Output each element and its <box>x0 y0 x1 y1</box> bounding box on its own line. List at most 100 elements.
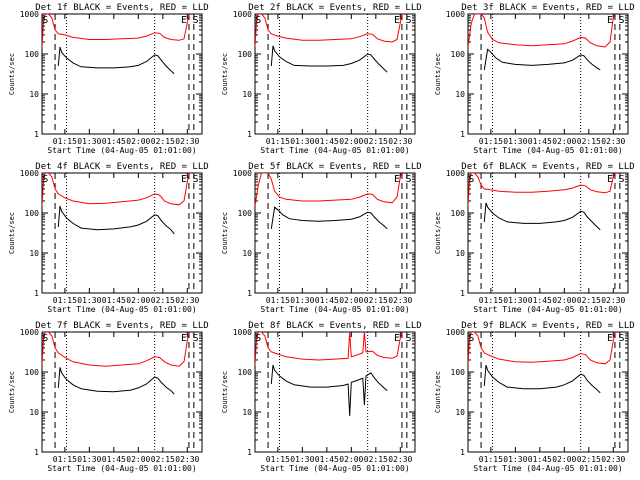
x-axis-label: Start Time (04-Aug-05 01:01:00) <box>473 305 622 314</box>
y-axis-label: Counts/sec <box>221 53 229 95</box>
chart-title: Det 1f BLACK = Events, RED = LLD <box>35 3 208 13</box>
panel: Det 5f BLACK = Events, RED = LLD 1 10 100 10… <box>221 162 422 314</box>
y-tick-label: 100 <box>451 209 466 218</box>
x-tick-label: 01:30 <box>77 455 101 464</box>
x-tick-label: 01:30 <box>290 296 314 305</box>
y-tick-label: 100 <box>451 368 466 377</box>
marker-label: S <box>42 15 48 26</box>
y-axis-label: Counts/sec <box>434 53 442 95</box>
y-tick-label: 1000 <box>20 169 39 178</box>
chart-title: Det 9f BLACK = Events, RED = LLD <box>461 321 634 331</box>
y-tick-label: 10 <box>242 249 252 258</box>
lld-series-line <box>42 14 190 48</box>
y-axis-label: Counts/sec <box>434 371 442 413</box>
x-tick-label: 02:00 <box>339 455 363 464</box>
x-tick-label: 02:30 <box>175 455 199 464</box>
marker-label: S <box>618 15 624 26</box>
marker-label: S <box>618 333 624 344</box>
chart-title: Det 7f BLACK = Events, RED = LLD <box>35 321 208 331</box>
x-tick-label: 01:30 <box>77 296 101 305</box>
marker-label: S <box>618 174 624 185</box>
marker-label: S <box>42 174 48 185</box>
x-tick-label: 02:30 <box>388 137 412 146</box>
chart-title: Det 3f BLACK = Events, RED = LLD <box>461 3 634 13</box>
x-tick-label: 01:15 <box>266 455 290 464</box>
events-series-line <box>57 205 175 235</box>
x-tick-label: 02:30 <box>388 296 412 305</box>
y-tick-label: 1000 <box>20 328 39 337</box>
events-series-line <box>483 364 601 394</box>
marker-label: S <box>192 15 198 26</box>
y-tick-label: 1 <box>34 448 39 457</box>
x-tick-label: 02:30 <box>175 137 199 146</box>
x-axis-label: Start Time (04-Aug-05 01:01:00) <box>473 464 622 473</box>
axes-frame <box>41 331 203 453</box>
x-tick-label: 02:00 <box>552 455 576 464</box>
marker-label: E <box>607 333 613 344</box>
x-tick-label: 01:45 <box>528 296 552 305</box>
axes-frame <box>254 13 416 135</box>
y-tick-label: 100 <box>451 50 466 59</box>
marker-label: S <box>468 174 474 185</box>
lld-series-line <box>42 173 190 207</box>
marker-label: E <box>394 15 400 26</box>
x-tick-label: 01:45 <box>315 137 339 146</box>
lld-series-line <box>468 14 616 48</box>
axes-frame <box>41 172 203 294</box>
marker-label: S <box>192 174 198 185</box>
y-tick-label: 10 <box>455 90 465 99</box>
x-tick-label: 01:15 <box>53 137 77 146</box>
y-tick-label: 1 <box>247 448 252 457</box>
marker-label: E <box>607 174 613 185</box>
events-series-line <box>270 206 388 230</box>
x-axis-label: Start Time (04-Aug-05 01:01:00) <box>47 464 196 473</box>
y-tick-label: 10 <box>29 90 39 99</box>
panel: Det 8f BLACK = Events, RED = LLD 1 10 100 10… <box>221 321 422 473</box>
x-tick-label: 02:15 <box>151 137 175 146</box>
axes-frame <box>467 172 629 294</box>
marker-label: E <box>181 333 187 344</box>
lld-series-line <box>255 173 403 207</box>
x-tick-label: 02:15 <box>577 296 601 305</box>
events-series-line <box>270 45 388 73</box>
x-tick-label: 02:00 <box>339 296 363 305</box>
y-tick-label: 100 <box>25 368 40 377</box>
marker-label: S <box>405 333 411 344</box>
x-tick-label: 02:30 <box>601 296 625 305</box>
y-tick-label: 100 <box>238 50 253 59</box>
y-tick-label: 1000 <box>233 10 252 19</box>
y-tick-label: 1 <box>34 130 39 139</box>
marker-label: S <box>468 333 474 344</box>
axes-frame <box>254 172 416 294</box>
x-tick-label: 02:15 <box>364 137 388 146</box>
x-axis-label: Start Time (04-Aug-05 01:01:00) <box>260 305 409 314</box>
panel: Det 2f BLACK = Events, RED = LLD 1 10 100 10… <box>221 3 422 155</box>
x-tick-label: 01:15 <box>266 296 290 305</box>
x-tick-label: 01:45 <box>315 296 339 305</box>
x-tick-label: 01:15 <box>266 137 290 146</box>
chart-title: Det 8f BLACK = Events, RED = LLD <box>248 321 421 331</box>
y-tick-label: 1000 <box>233 328 252 337</box>
marker-label: E <box>394 174 400 185</box>
panel: Det 7f BLACK = Events, RED = LLD 1 10 100 10… <box>8 321 209 473</box>
y-axis-label: Counts/sec <box>8 53 16 95</box>
x-tick-label: 01:45 <box>102 296 126 305</box>
panel: Det 1f BLACK = Events, RED = LLD 1 10 100 10… <box>8 3 209 155</box>
lld-series-line <box>468 173 616 207</box>
y-tick-label: 100 <box>25 50 40 59</box>
y-tick-label: 10 <box>455 408 465 417</box>
x-tick-label: 01:45 <box>528 455 552 464</box>
y-axis-label: Counts/sec <box>434 212 442 254</box>
lld-series-line <box>42 332 190 367</box>
y-axis-label: Counts/sec <box>8 212 16 254</box>
x-tick-label: 02:00 <box>126 296 150 305</box>
y-tick-label: 100 <box>238 209 253 218</box>
x-tick-label: 02:30 <box>601 455 625 464</box>
x-tick-label: 02:00 <box>552 296 576 305</box>
x-axis-label: Start Time (04-Aug-05 01:01:00) <box>260 464 409 473</box>
x-tick-label: 02:15 <box>151 455 175 464</box>
panel: Det 9f BLACK = Events, RED = LLD 1 10 100 10… <box>434 321 635 473</box>
marker-label: E <box>394 333 400 344</box>
marker-label: E <box>181 174 187 185</box>
y-tick-label: 1000 <box>446 10 465 19</box>
